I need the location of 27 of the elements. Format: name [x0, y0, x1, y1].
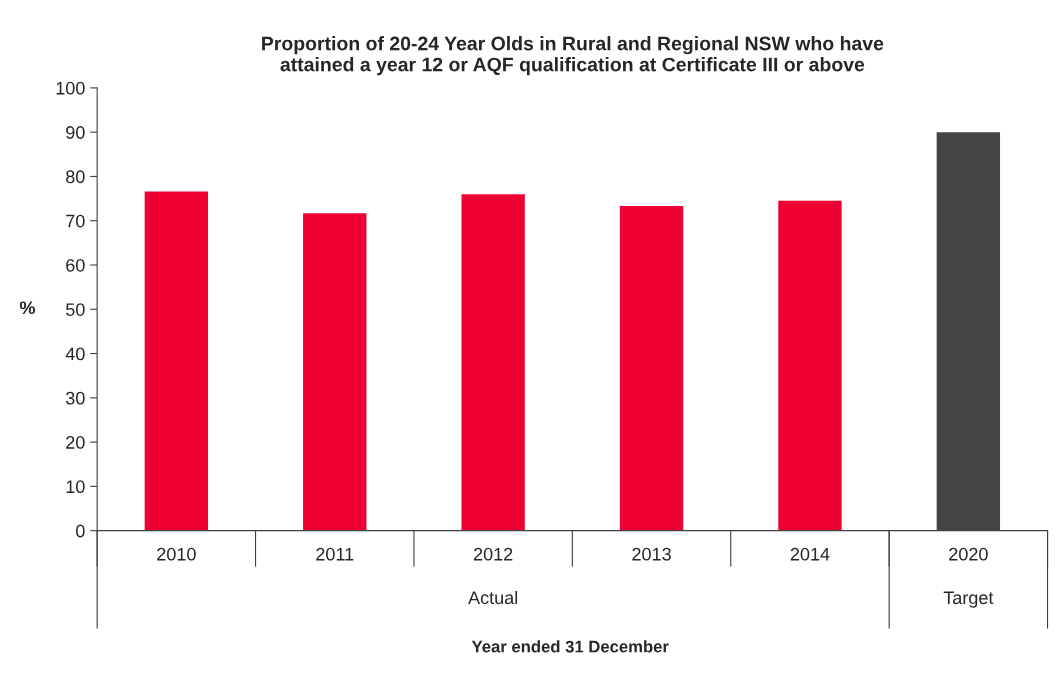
- y-tick-label: 40: [65, 347, 85, 361]
- x-tick-label: 2020: [949, 547, 988, 561]
- bar: [461, 194, 525, 531]
- y-tick-label: 60: [66, 258, 85, 272]
- y-tick-label: 100: [56, 81, 85, 95]
- x-tick-label: 2013: [632, 547, 671, 561]
- x-axis-title: Year ended 31 December: [471, 640, 669, 653]
- bar: [303, 213, 367, 531]
- y-tick-label: 10: [66, 480, 85, 494]
- bar: [144, 191, 209, 531]
- text: Target: [943, 591, 994, 608]
- y-tick-label: 50: [65, 303, 85, 316]
- x-tick-label: 2012: [473, 547, 513, 561]
- y-tick-label: 30: [65, 391, 85, 405]
- y-tick-label: 90: [66, 126, 85, 139]
- bar: [619, 206, 684, 531]
- x-tick-label: 2014: [790, 547, 830, 561]
- bar: [778, 200, 842, 531]
- y-tick-label: 80: [66, 170, 85, 184]
- chart-title: Proportion of 20-24 Year Olds in Rural and Regional NSW who have attained a year 12 or AQF qualification at Certificate III or above: [262, 36, 884, 76]
- y-tick-label: 0: [76, 524, 85, 538]
- y-tick-label: 70: [66, 214, 85, 228]
- x-tick-label: 2010: [157, 547, 196, 561]
- y-axis-title: %: [19, 301, 35, 315]
- x-tick-label: 2011: [316, 547, 354, 561]
- text: Actual: [468, 590, 518, 605]
- y-tick-label: 20: [66, 436, 85, 449]
